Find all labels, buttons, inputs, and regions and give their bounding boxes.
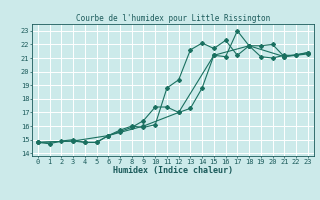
Title: Courbe de l'humidex pour Little Rissington: Courbe de l'humidex pour Little Rissingt… bbox=[76, 14, 270, 23]
X-axis label: Humidex (Indice chaleur): Humidex (Indice chaleur) bbox=[113, 166, 233, 175]
